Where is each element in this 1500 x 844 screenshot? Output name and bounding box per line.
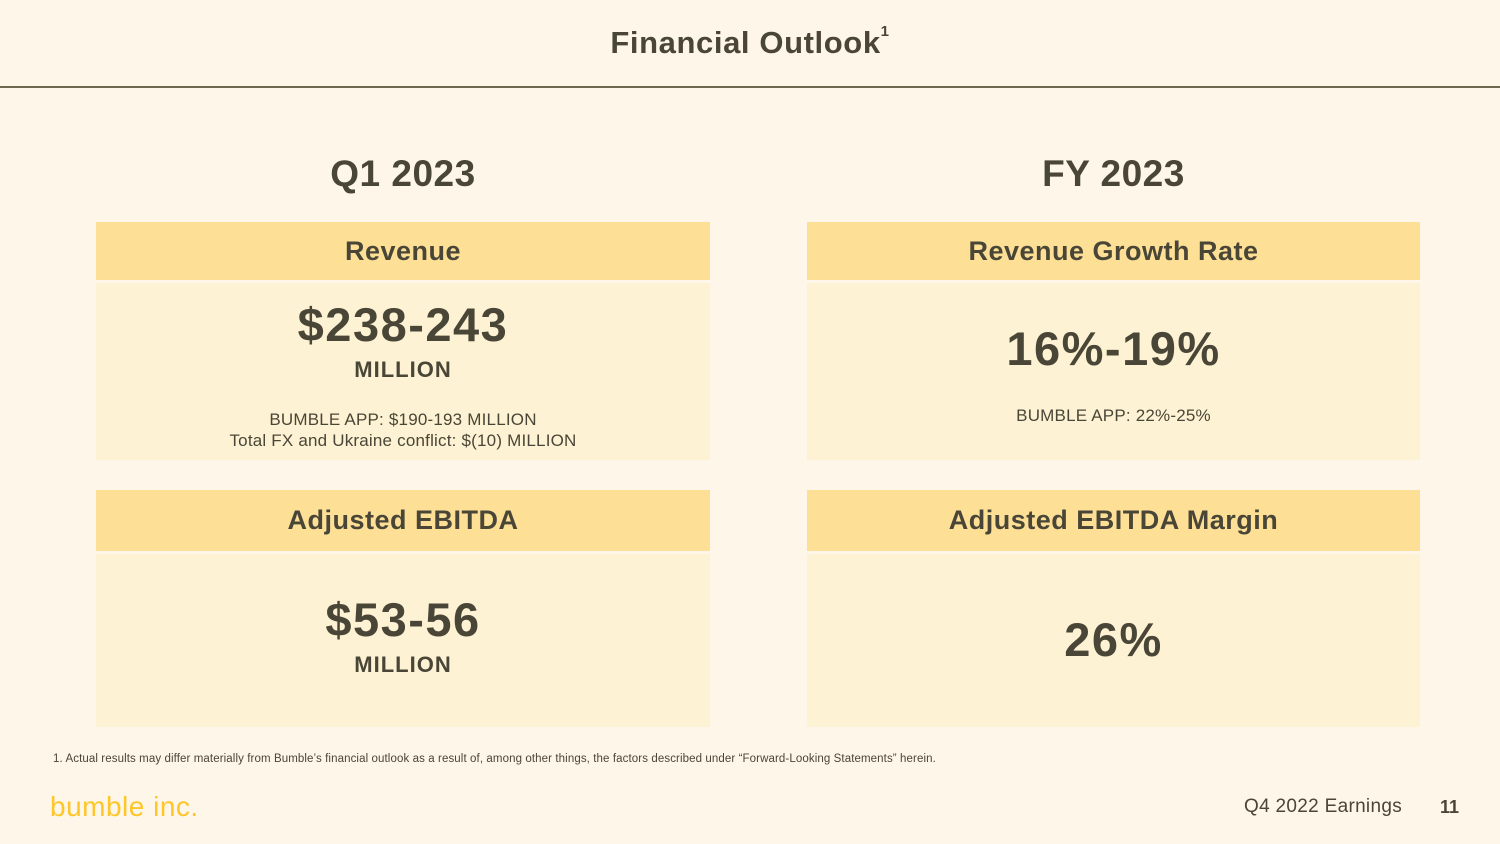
card-body-adjusted-ebitda-margin: 26% [807,554,1420,727]
card-header-revenue: Revenue [96,222,710,280]
bumble-inc-logo: bumble inc. [50,791,199,822]
column-heading-fy-2023: FY 2023 [1042,153,1185,194]
metric-note-bumble-app-growth: BUMBLE APP: 22%-25% [1016,406,1211,425]
metric-value-adjusted-ebitda: $53-56 [325,593,481,646]
metric-unit-revenue: MILLION [354,357,452,382]
metric-note-bumble-app: BUMBLE APP: $190-193 MILLION [269,410,537,429]
card-body-revenue: $238-243 MILLION BUMBLE APP: $190-193 MI… [96,283,710,460]
card-body-revenue-growth-rate: 16%-19% BUMBLE APP: 22%-25% [807,283,1420,460]
metric-note-fx-ukraine: Total FX and Ukraine conflict: $(10) MIL… [229,430,577,450]
card-header-revenue-growth-rate: Revenue Growth Rate [807,222,1420,280]
slide-title: Financial Outlook1 [610,23,890,61]
card-header-adjusted-ebitda-margin: Adjusted EBITDA Margin [807,490,1420,551]
card-header-adjusted-ebitda: Adjusted EBITDA [96,490,710,551]
page-number: 11 [1439,797,1459,817]
footnote: 1. Actual results may differ materially … [53,753,936,765]
footer-presentation-label: Q4 2022 Earnings [1244,796,1402,817]
metric-value-revenue: $238-243 [297,298,509,351]
metric-value-adjusted-ebitda-margin: 26% [1064,613,1163,666]
card-body-adjusted-ebitda: $53-56 MILLION [96,554,710,727]
slide-title-footnote-marker: 1 [880,23,890,40]
metric-value-revenue-growth-rate: 16%-19% [1006,322,1221,375]
slide-header: Financial Outlook1 [0,0,1500,88]
column-fy-2023: FY 2023 Revenue Growth Rate 16%-19% BUMB… [807,145,1420,727]
slide-title-text: Financial Outlook [610,25,881,60]
metric-notes-revenue: BUMBLE APP: $190-193 MILLION Total FX an… [229,410,576,451]
column-heading-q1-2023: Q1 2023 [330,153,476,194]
metric-unit-adjusted-ebitda: MILLION [354,652,452,677]
column-q1-2023: Q1 2023 Revenue $238-243 MILLION BUMBLE … [96,145,710,727]
